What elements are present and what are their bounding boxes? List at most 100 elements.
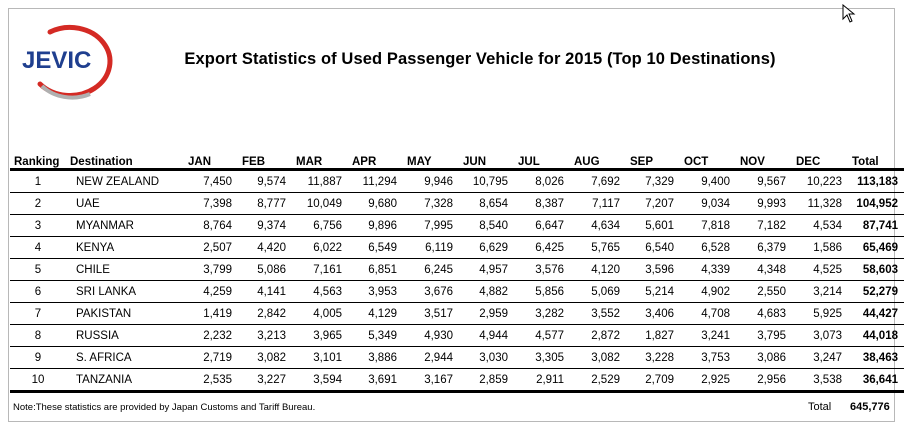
column-header-feb: FEB [242,156,265,168]
month-value-cell: 3,691 [348,368,403,393]
destination-cell: S. AFRICA [66,346,184,369]
month-value-cell: 3,596 [626,258,680,281]
table-row: 8 RUSSIA 2,232 3,213 3,965 5,349 4,930 4,944 4,5… [10,324,904,347]
month-value-cell: 4,525 [792,258,848,281]
month-value-cell: 3,213 [238,324,292,347]
month-value-cell: 3,214 [792,280,848,303]
total-cell: 113,183 [848,169,904,193]
month-value-cell: 3,886 [348,346,403,369]
column-header-oct: OCT [684,156,709,168]
rank-cell: 10 [10,368,66,393]
month-value-cell: 4,882 [459,280,514,303]
destination-cell: KENYA [66,236,184,259]
month-value-cell: 4,708 [680,302,736,325]
month-value-cell: 3,753 [680,346,736,369]
rank-cell: 8 [10,324,66,347]
month-value-cell: 4,120 [570,258,626,281]
month-value-cell: 6,629 [459,236,514,259]
month-value-cell: 11,328 [792,192,848,215]
month-value-cell: 3,305 [514,346,570,369]
total-cell: 38,463 [848,346,904,369]
month-value-cell: 4,348 [736,258,792,281]
destination-cell: PAKISTAN [66,302,184,325]
month-value-cell: 3,594 [292,368,348,393]
month-value-cell: 6,647 [514,214,570,237]
month-value-cell: 8,387 [514,192,570,215]
month-value-cell: 4,129 [348,302,403,325]
month-value-cell: 7,818 [680,214,736,237]
month-value-cell: 6,549 [348,236,403,259]
month-value-cell: 8,764 [184,214,238,237]
column-header-jul: JUL [518,156,540,168]
month-value-cell: 2,911 [514,368,570,393]
month-value-cell: 3,282 [514,302,570,325]
column-header-dec: DEC [796,156,821,168]
month-value-cell: 7,207 [626,192,680,215]
month-value-cell: 1,586 [792,236,848,259]
month-value-cell: 2,956 [736,368,792,393]
total-cell: 36,641 [848,368,904,393]
month-value-cell: 3,676 [403,280,459,303]
column-header-total: Total [852,156,879,168]
total-cell: 65,469 [848,236,904,259]
month-value-cell: 2,944 [403,346,459,369]
month-value-cell: 6,245 [403,258,459,281]
month-value-cell: 1,827 [626,324,680,347]
month-value-cell: 2,529 [570,368,626,393]
month-value-cell: 4,534 [792,214,848,237]
mouse-cursor-icon [842,4,856,23]
column-header-nov: NOV [740,156,765,168]
page-title: Export Statistics of Used Passenger Vehi… [184,50,776,68]
month-value-cell: 4,141 [238,280,292,303]
month-value-cell: 3,965 [292,324,348,347]
month-value-cell: 5,925 [792,302,848,325]
month-value-cell: 2,719 [184,346,238,369]
month-value-cell: 7,692 [570,169,626,193]
total-cell: 52,279 [848,280,904,303]
table-row: 1 NEW ZEALAND 7,450 9,574 11,887 11,294 9,946 1… [10,169,904,193]
month-value-cell: 4,005 [292,302,348,325]
logo-text: JEVIC [22,47,91,74]
month-value-cell: 9,374 [238,214,292,237]
month-value-cell: 4,259 [184,280,238,303]
month-value-cell: 3,241 [680,324,736,347]
month-value-cell: 3,030 [459,346,514,369]
month-value-cell: 4,683 [736,302,792,325]
month-value-cell: 9,400 [680,169,736,193]
jevic-logo: JEVIC [22,24,113,100]
month-value-cell: 2,859 [459,368,514,393]
footnote: Note:These statistics are provided by Ja… [13,402,316,413]
month-value-cell: 3,799 [184,258,238,281]
month-value-cell: 7,328 [403,192,459,215]
month-value-cell: 4,577 [514,324,570,347]
month-value-cell: 6,528 [680,236,736,259]
month-value-cell: 8,026 [514,169,570,193]
destination-cell: SRI LANKA [66,280,184,303]
rank-cell: 7 [10,302,66,325]
month-value-cell: 9,946 [403,169,459,193]
month-value-cell: 5,214 [626,280,680,303]
column-header-jun: JUN [463,156,487,168]
month-value-cell: 8,777 [238,192,292,215]
month-value-cell: 3,517 [403,302,459,325]
month-value-cell: 7,182 [736,214,792,237]
month-value-cell: 3,795 [736,324,792,347]
column-header-jan: JAN [188,156,212,168]
total-cell: 44,018 [848,324,904,347]
table-row: 7 PAKISTAN 1,419 2,842 4,005 4,129 3,517 2,959 3… [10,302,904,325]
month-value-cell: 3,576 [514,258,570,281]
month-value-cell: 4,902 [680,280,736,303]
month-value-cell: 3,247 [792,346,848,369]
rank-cell: 2 [10,192,66,215]
destination-cell: TANZANIA [66,368,184,393]
month-value-cell: 5,765 [570,236,626,259]
month-value-cell: 9,993 [736,192,792,215]
rank-cell: 5 [10,258,66,281]
rank-cell: 4 [10,236,66,259]
column-header-apr: APR [352,156,377,168]
month-value-cell: 1,419 [184,302,238,325]
destination-cell: CHILE [66,258,184,281]
month-value-cell: 9,567 [736,169,792,193]
month-value-cell: 3,082 [570,346,626,369]
table-row: 6 SRI LANKA 4,259 4,141 4,563 3,953 3,676 4,882… [10,280,904,303]
